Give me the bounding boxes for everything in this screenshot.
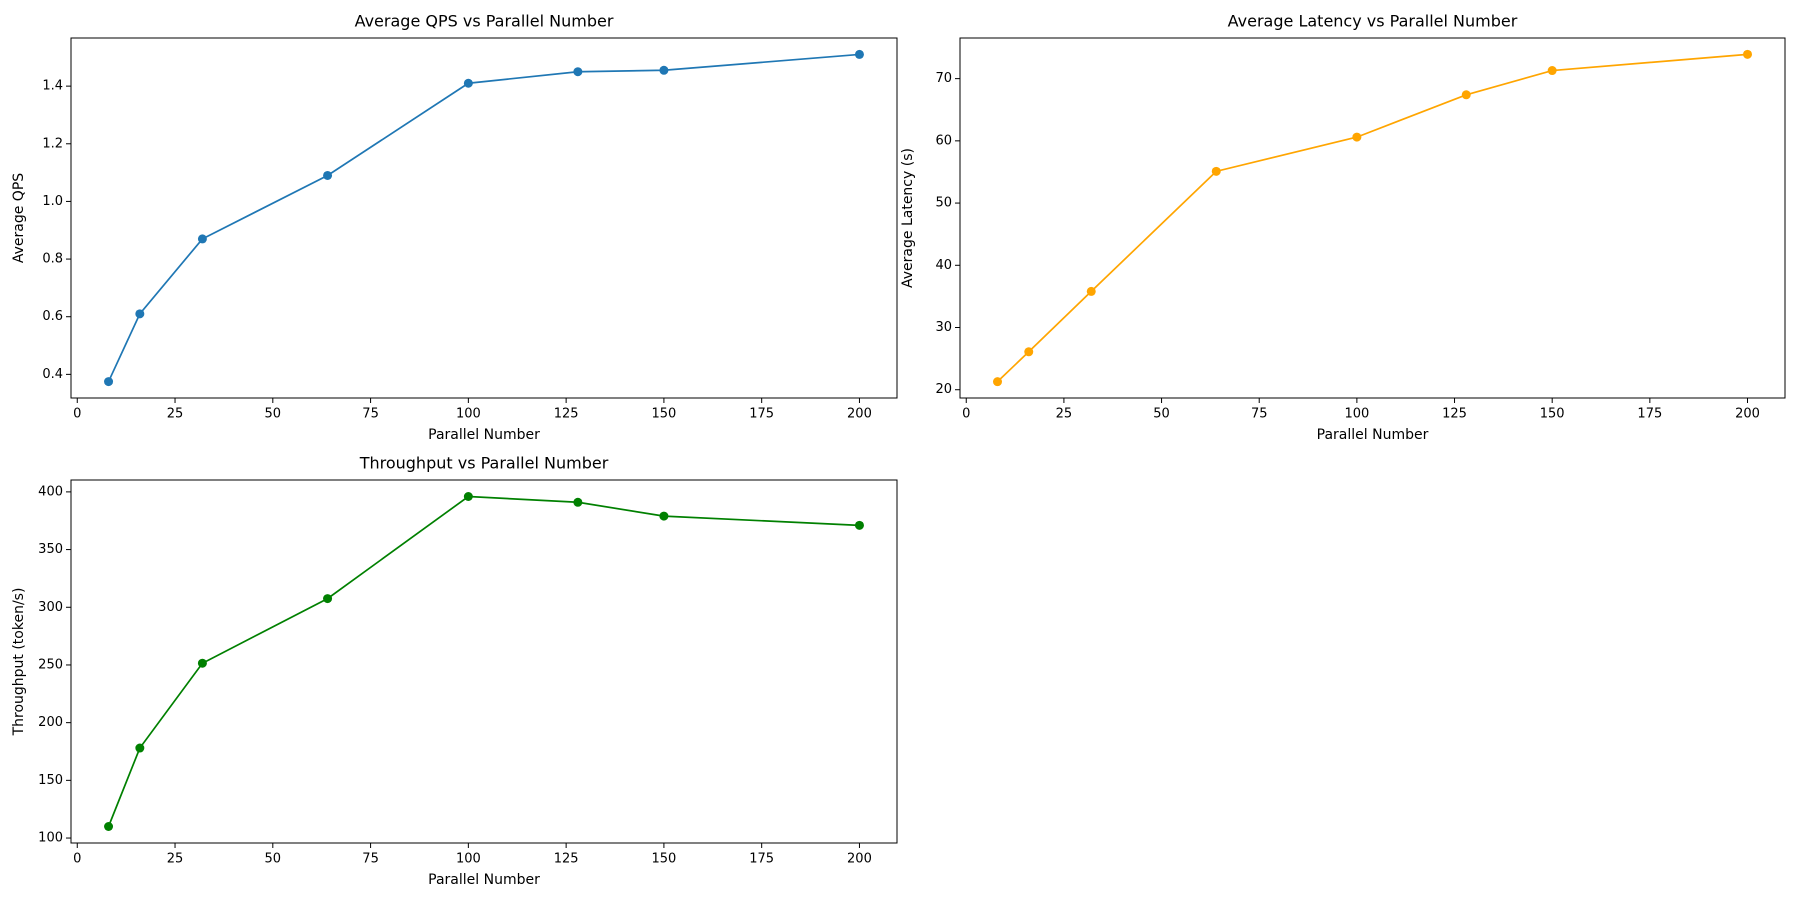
data-point (135, 309, 145, 319)
subplot: 0 25 50 75 100 125 150 175 200 20 30 40 50 60 70 Averag… (900, 12, 1786, 443)
data-point (573, 67, 583, 77)
x-tick-label: 125 (554, 407, 579, 422)
x-tick-label: 75 (1251, 407, 1268, 422)
x-tick-label: 150 (1540, 407, 1565, 422)
chart-title: Average Latency vs Parallel Number (1228, 12, 1518, 31)
x-axis-label: Parallel Number (428, 872, 540, 888)
x-tick-label: 50 (265, 852, 282, 867)
series-line (107, 495, 860, 827)
y-axis-label: Average Latency (s) (900, 148, 916, 288)
x-tick-label: 50 (1153, 407, 1170, 422)
x-tick-label: 75 (362, 852, 379, 867)
data-point (135, 743, 145, 753)
y-tick-label: 40 (935, 258, 952, 273)
y-tick-label: 0.4 (42, 367, 63, 382)
y-tick-label: 20 (935, 382, 952, 397)
data-point (659, 65, 669, 75)
y-tick-label: 200 (38, 715, 63, 730)
data-point (854, 520, 864, 530)
x-tick-label: 150 (651, 852, 676, 867)
data-point (463, 492, 473, 501)
y-tick-label: 50 (935, 196, 952, 211)
x-tick-label: 175 (1637, 407, 1662, 422)
axes-frame (70, 479, 898, 844)
chart-title: Average QPS vs Parallel Number (355, 12, 614, 31)
y-axis-label: Average QPS (11, 173, 27, 263)
x-tick-label: 0 (962, 407, 970, 422)
x-tick-label: 150 (651, 407, 676, 422)
data-point (323, 170, 333, 180)
y-tick-label: 60 (935, 133, 952, 148)
y-tick-label: 1.4 (42, 79, 63, 94)
x-tick-label: 50 (265, 407, 282, 422)
data-point (1461, 90, 1471, 100)
data-point (1547, 66, 1557, 76)
x-tick-label: 175 (749, 407, 774, 422)
y-tick-label: 0.6 (42, 309, 63, 324)
y-tick-label: 400 (38, 484, 63, 499)
y-tick-label: 0.8 (42, 252, 63, 267)
x-tick-label: 200 (1735, 407, 1760, 422)
data-point (463, 78, 473, 88)
data-point (197, 234, 207, 244)
series-line (996, 53, 1748, 383)
x-tick-label: 75 (362, 407, 379, 422)
x-tick-label: 200 (847, 852, 872, 867)
x-tick-label: 25 (167, 852, 184, 867)
data-point (659, 511, 669, 521)
data-point (323, 594, 333, 604)
data-point (1743, 49, 1752, 59)
data-point (1352, 132, 1362, 142)
chart-title: Throughput vs Parallel Number (359, 454, 609, 473)
y-tick-label: 100 (38, 831, 63, 846)
y-tick-label: 300 (38, 600, 63, 615)
x-tick-label: 100 (456, 407, 481, 422)
x-tick-label: 100 (456, 852, 481, 867)
x-tick-label: 100 (1344, 407, 1369, 422)
data-point (1024, 347, 1034, 357)
x-axis-label: Parallel Number (428, 427, 540, 443)
data-point (1086, 286, 1096, 296)
x-tick-label: 0 (73, 407, 81, 422)
data-point (854, 49, 864, 59)
x-tick-label: 125 (1442, 407, 1467, 422)
data-point (197, 658, 207, 668)
data-point (993, 377, 1002, 387)
y-tick-label: 1.2 (42, 136, 63, 151)
x-tick-label: 25 (1056, 407, 1073, 422)
x-axis-label: Parallel Number (1317, 427, 1429, 443)
y-tick-label: 150 (38, 773, 63, 788)
x-tick-label: 125 (554, 852, 579, 867)
y-tick-label: 70 (935, 71, 952, 86)
subplot: 0 25 50 75 100 125 150 175 200 0.4 0.6 0.8 1.0 1.2 1.4… (11, 12, 898, 443)
y-tick-label: 250 (38, 657, 63, 672)
x-tick-label: 0 (73, 852, 81, 867)
x-tick-label: 175 (749, 852, 774, 867)
y-tick-label: 1.0 (42, 194, 63, 209)
subplot: 0 25 50 75 100 125 150 175 200 100 150 200 250 300 350… (11, 454, 898, 888)
x-tick-label: 200 (847, 407, 872, 422)
data-point (104, 822, 114, 831)
axes-frame (959, 37, 1786, 399)
x-tick-label: 25 (167, 407, 184, 422)
data-point (104, 377, 114, 387)
y-tick-label: 30 (935, 320, 952, 335)
data-point (573, 497, 583, 507)
y-tick-label: 350 (38, 542, 63, 557)
y-axis-label: Throughput (token/s) (11, 588, 27, 737)
axes-frame (70, 37, 898, 399)
series-line (107, 53, 860, 382)
data-point (1211, 166, 1221, 176)
